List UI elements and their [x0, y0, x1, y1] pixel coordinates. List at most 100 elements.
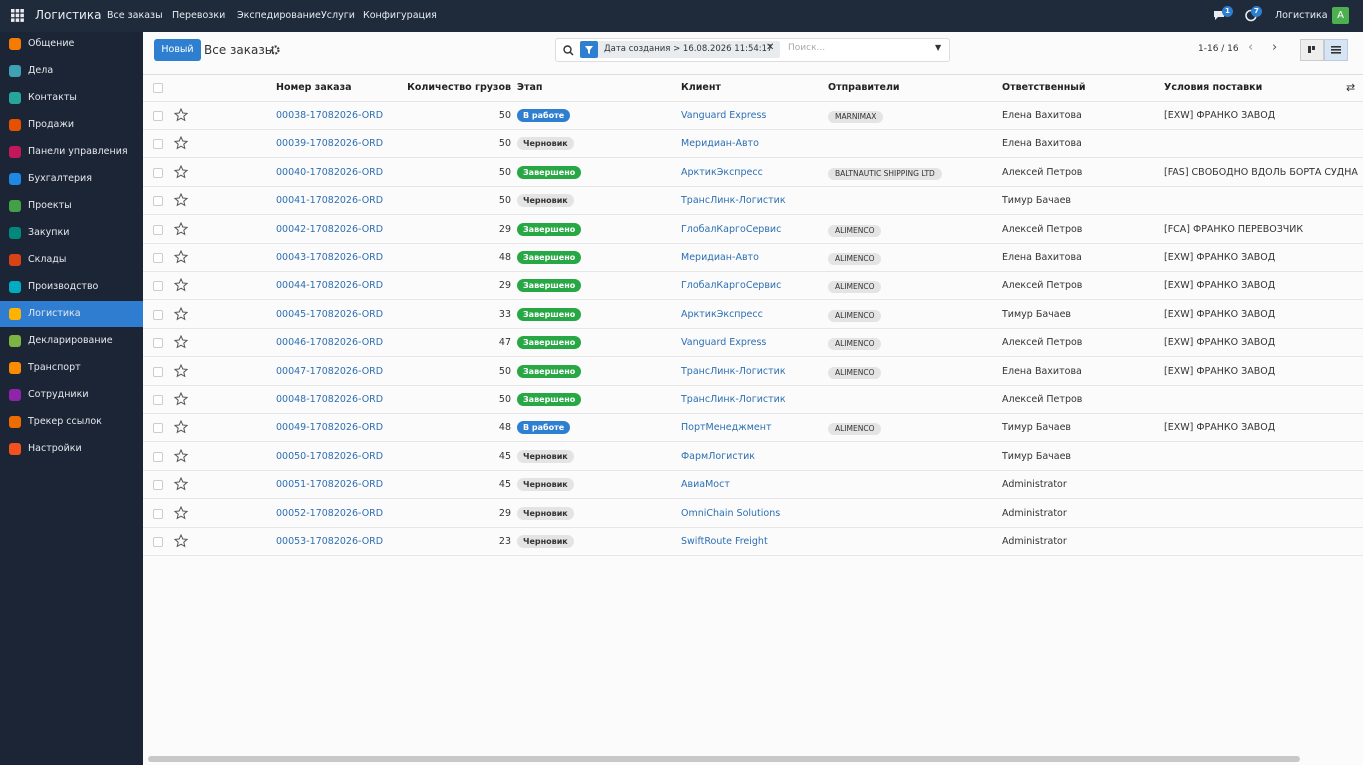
menu-item[interactable]: Перевозки: [172, 10, 226, 21]
order-number[interactable]: 00041-17082026-ORD: [276, 195, 384, 207]
order-number[interactable]: 00045-17082026-ORD: [276, 308, 384, 320]
order-number[interactable]: 00052-17082026-ORD: [276, 507, 384, 519]
new-button[interactable]: Новый: [154, 39, 201, 61]
sidebar-item[interactable]: Закупки: [0, 220, 143, 246]
sidebar-item[interactable]: Транспорт: [0, 355, 143, 381]
avatar[interactable]: A: [1332, 7, 1349, 24]
messages-icon[interactable]: [1213, 9, 1227, 22]
sidebar-item[interactable]: Дела: [0, 58, 143, 84]
sidebar-item[interactable]: Общение: [0, 31, 143, 57]
column-header[interactable]: Клиент: [681, 82, 721, 93]
row-checkbox[interactable]: [153, 423, 163, 434]
sidebar-item[interactable]: Склады: [0, 247, 143, 273]
order-number[interactable]: 00039-17082026-ORD: [276, 138, 384, 150]
optional-columns[interactable]: ⇄: [1346, 81, 1356, 94]
scrollbar[interactable]: [148, 756, 1300, 762]
column-header[interactable]: Отправители: [828, 82, 900, 93]
sidebar-item[interactable]: Панели управления: [0, 139, 143, 165]
star[interactable]: [173, 278, 189, 295]
client[interactable]: OmniChain Solutions: [681, 507, 781, 519]
menu-item[interactable]: Все заказы: [107, 10, 163, 21]
order-number[interactable]: 00050-17082026-ORD: [276, 450, 384, 462]
row-checkbox[interactable]: [153, 139, 163, 150]
sidebar-item[interactable]: Трекер ссылок: [0, 409, 143, 435]
order-number[interactable]: 00038-17082026-ORD: [276, 110, 384, 121]
row-checkbox[interactable]: [153, 338, 163, 349]
row-checkbox[interactable]: [153, 281, 163, 292]
client[interactable]: ГлобалКаргоСервис: [681, 223, 782, 235]
row-checkbox[interactable]: [153, 480, 163, 491]
column-header[interactable]: Ответственный: [1002, 82, 1086, 93]
row-checkbox[interactable]: [153, 111, 163, 121]
row-checkbox[interactable]: [153, 196, 163, 207]
pager-next[interactable]: ›: [1272, 40, 1278, 55]
client[interactable]: ГлобалКаргоСервис: [681, 280, 782, 292]
row-checkbox[interactable]: [153, 451, 163, 462]
client[interactable]: АвиаМост: [681, 479, 730, 491]
star[interactable]: [173, 221, 189, 239]
star[interactable]: [173, 448, 189, 466]
client[interactable]: ТрансЛинк-Логистик: [681, 365, 786, 377]
pager-prev[interactable]: ‹: [1248, 40, 1254, 55]
star[interactable]: [173, 136, 189, 153]
client[interactable]: Меридиан-Авто: [681, 138, 759, 150]
row-checkbox[interactable]: [153, 167, 163, 178]
star[interactable]: [173, 192, 189, 210]
row-checkbox[interactable]: [153, 224, 163, 235]
client[interactable]: SwiftRoute Freight: [681, 536, 768, 547]
client[interactable]: АрктикЭкспресс: [681, 166, 763, 178]
row-checkbox[interactable]: [153, 366, 163, 377]
column-header[interactable]: Этап: [517, 82, 543, 93]
row-checkbox[interactable]: [153, 537, 163, 547]
order-number[interactable]: 00047-17082026-ORD: [276, 365, 384, 377]
select-all[interactable]: [153, 83, 163, 93]
sidebar-item[interactable]: Проекты: [0, 193, 143, 219]
order-number[interactable]: 00044-17082026-ORD: [276, 280, 384, 292]
star[interactable]: [173, 533, 189, 551]
app-name[interactable]: Логистика: [35, 8, 102, 22]
star[interactable]: [173, 391, 189, 409]
menu-item[interactable]: Экспедирование: [237, 10, 321, 21]
star[interactable]: [173, 363, 189, 381]
order-number[interactable]: 00048-17082026-ORD: [276, 394, 384, 405]
client[interactable]: Vanguard Express: [681, 110, 767, 121]
order-number[interactable]: 00042-17082026-ORD: [276, 223, 384, 235]
client[interactable]: ФармЛогистик: [681, 450, 755, 462]
client[interactable]: ПортМенеджмент: [681, 422, 772, 434]
star[interactable]: [173, 164, 189, 182]
apps-icon[interactable]: [11, 9, 24, 22]
company[interactable]: Логистика: [1275, 10, 1328, 21]
client[interactable]: ТрансЛинк-Логистик: [681, 394, 786, 405]
order-number[interactable]: 00053-17082026-ORD: [276, 536, 384, 547]
kanban-view[interactable]: [1300, 39, 1324, 61]
search-input[interactable]: Поиск...: [788, 43, 826, 53]
star[interactable]: [173, 420, 189, 437]
star[interactable]: [173, 334, 189, 352]
sidebar-item[interactable]: Производство: [0, 274, 143, 300]
menu-item[interactable]: Услуги: [321, 10, 355, 21]
settings-gear[interactable]: [270, 45, 280, 55]
order-number[interactable]: 00049-17082026-ORD: [276, 422, 384, 434]
sidebar-item[interactable]: Бухгалтерия: [0, 166, 143, 192]
column-header[interactable]: Условия поставки: [1164, 82, 1263, 93]
order-number[interactable]: 00040-17082026-ORD: [276, 166, 384, 178]
sidebar-item[interactable]: Контакты: [0, 85, 143, 111]
column-header[interactable]: Номер заказа: [276, 82, 352, 93]
sidebar-item[interactable]: Продажи: [0, 112, 143, 138]
filter-remove[interactable]: ✕: [766, 42, 775, 53]
sidebar-item[interactable]: Логистика: [0, 301, 143, 327]
order-number[interactable]: 00046-17082026-ORD: [276, 337, 384, 349]
search-icon[interactable]: [563, 45, 574, 56]
column-header[interactable]: Количество грузов: [407, 82, 511, 93]
order-number[interactable]: 00051-17082026-ORD: [276, 479, 384, 491]
star[interactable]: [173, 249, 189, 267]
star[interactable]: [173, 107, 189, 125]
menu-item[interactable]: Конфигурация: [363, 10, 437, 21]
sidebar-item[interactable]: Декларирование: [0, 328, 143, 354]
search-dropdown[interactable]: ▼: [935, 43, 942, 52]
row-checkbox[interactable]: [153, 508, 163, 519]
row-checkbox[interactable]: [153, 309, 163, 320]
star[interactable]: [173, 505, 189, 523]
list-view[interactable]: [1324, 39, 1348, 61]
row-checkbox[interactable]: [153, 253, 163, 263]
